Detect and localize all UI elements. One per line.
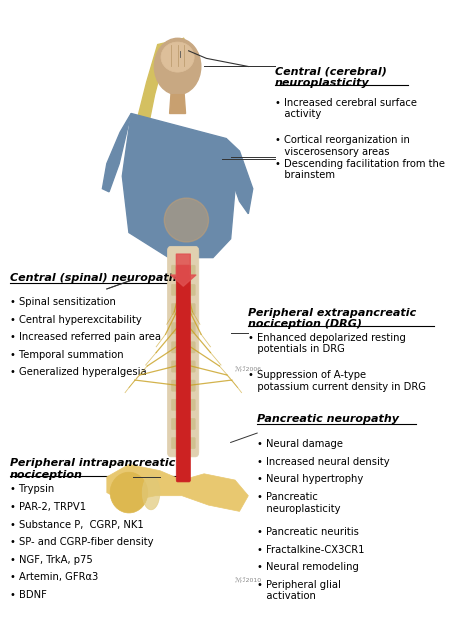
Ellipse shape	[161, 42, 194, 72]
Polygon shape	[122, 114, 235, 257]
Text: ℳ·ℐ2010: ℳ·ℐ2010	[235, 578, 262, 583]
FancyBboxPatch shape	[167, 246, 199, 457]
FancyBboxPatch shape	[172, 380, 195, 391]
Ellipse shape	[164, 198, 209, 242]
Text: • Trypsin: • Trypsin	[9, 484, 54, 494]
Text: • Increased cerebral surface
   activity: • Increased cerebral surface activity	[275, 98, 417, 119]
Text: • NGF, TrkA, p75: • NGF, TrkA, p75	[9, 555, 92, 565]
Text: • Fractalkine-CX3CR1: • Fractalkine-CX3CR1	[257, 544, 365, 555]
Polygon shape	[226, 139, 253, 214]
Text: ℳ·ℐ2006: ℳ·ℐ2006	[235, 367, 262, 372]
Polygon shape	[131, 38, 184, 220]
Text: • Pancreatic
   neuroplasticity: • Pancreatic neuroplasticity	[257, 492, 341, 514]
Text: • PAR-2, TRPV1: • PAR-2, TRPV1	[9, 502, 86, 512]
FancyBboxPatch shape	[172, 323, 195, 334]
Text: • Enhanced depolarized resting
   potentials in DRG: • Enhanced depolarized resting potential…	[248, 333, 406, 354]
FancyArrowPatch shape	[171, 254, 196, 286]
FancyBboxPatch shape	[172, 399, 195, 411]
Text: • Neural hypertrophy: • Neural hypertrophy	[257, 474, 364, 484]
Text: • Suppression of A-type
   potassium current density in DRG: • Suppression of A-type potassium curren…	[248, 371, 426, 392]
Text: • Cortical reorganization in
   viscerosensory areas: • Cortical reorganization in viscerosens…	[275, 136, 410, 157]
Text: • Artemin, GFRα3: • Artemin, GFRα3	[9, 572, 98, 582]
Text: • Peripheral glial
   activation: • Peripheral glial activation	[257, 580, 341, 601]
Text: • Pancreatic neuritis: • Pancreatic neuritis	[257, 527, 359, 537]
Text: Peripheral extrapancreatic
nociception (DRG): Peripheral extrapancreatic nociception (…	[248, 308, 417, 329]
Text: • SP- and CGRP-fiber density: • SP- and CGRP-fiber density	[9, 537, 153, 547]
Text: • Generalized hyperalgesia: • Generalized hyperalgesia	[9, 367, 146, 377]
Polygon shape	[102, 114, 131, 192]
FancyBboxPatch shape	[172, 361, 195, 372]
FancyBboxPatch shape	[172, 438, 195, 449]
Text: • Neural damage: • Neural damage	[257, 440, 343, 449]
Text: • Neural remodeling: • Neural remodeling	[257, 562, 359, 572]
Text: • Increased neural density: • Increased neural density	[257, 457, 390, 467]
Text: • Descending facilitation from the
   brainstem: • Descending facilitation from the brain…	[275, 159, 445, 180]
Text: • BDNF: • BDNF	[9, 590, 46, 600]
Ellipse shape	[142, 475, 160, 510]
Text: Pancreatic neuropathy: Pancreatic neuropathy	[257, 414, 399, 425]
Polygon shape	[170, 95, 185, 114]
Text: • Increased referred pain area: • Increased referred pain area	[9, 332, 161, 342]
FancyBboxPatch shape	[172, 342, 195, 353]
FancyBboxPatch shape	[172, 265, 195, 276]
Text: • Substance P,  CGRP, NK1: • Substance P, CGRP, NK1	[9, 519, 143, 529]
Text: • Temporal summation: • Temporal summation	[9, 350, 123, 360]
Text: Central (spinal) neuropathy: Central (spinal) neuropathy	[9, 273, 183, 283]
Text: Peripheral intrapancreatic
nociception: Peripheral intrapancreatic nociception	[9, 458, 175, 480]
Text: • Spinal sensitization: • Spinal sensitization	[9, 297, 115, 307]
Ellipse shape	[155, 38, 201, 95]
Text: • Central hyperexcitability: • Central hyperexcitability	[9, 315, 141, 325]
Text: Central (cerebral)
neuroplasticity: Central (cerebral) neuroplasticity	[275, 67, 387, 88]
Polygon shape	[107, 464, 248, 511]
Ellipse shape	[110, 472, 148, 513]
FancyBboxPatch shape	[172, 284, 195, 296]
FancyBboxPatch shape	[176, 265, 191, 482]
FancyBboxPatch shape	[172, 418, 195, 430]
FancyBboxPatch shape	[172, 303, 195, 315]
